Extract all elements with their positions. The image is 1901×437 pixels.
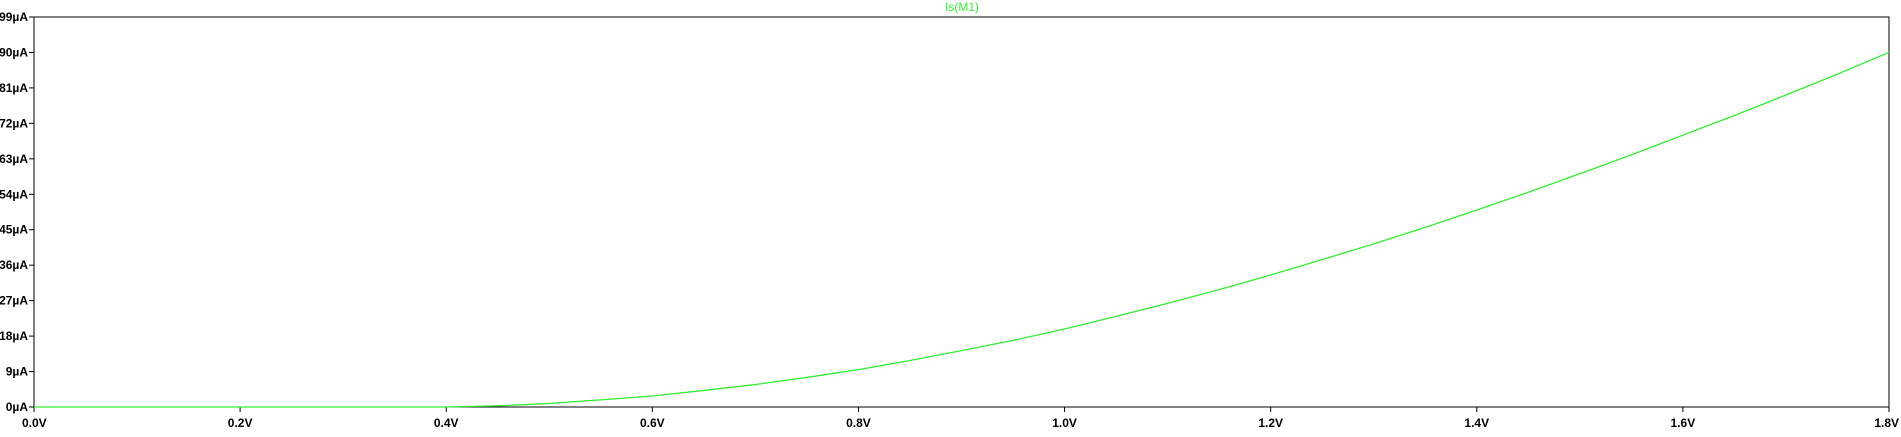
y-tick-label: 99µA [0, 10, 28, 24]
x-tick-label: 1.8V [1874, 416, 1899, 430]
y-tick-label: 36µA [0, 258, 28, 272]
y-tick-label: 0µA [6, 400, 29, 414]
y-tick-label: 27µA [0, 294, 28, 308]
x-tick-label: 1.4V [1464, 416, 1489, 430]
series-line-0 [34, 51, 1890, 408]
y-tick-label: 81µA [0, 81, 28, 95]
x-tick-label: 1.0V [1052, 416, 1077, 430]
y-tick-label: 18µA [0, 329, 28, 343]
x-tick-label: 0.8V [846, 416, 871, 430]
y-tick-label: 63µA [0, 152, 28, 166]
x-tick-label: 0.0V [22, 416, 47, 430]
y-tick-label: 90µA [0, 45, 28, 59]
chart-title: Is(M1) [945, 0, 979, 14]
x-tick-label: 0.4V [434, 416, 459, 430]
plot-frame [33, 16, 1890, 408]
y-tick-label: 45µA [0, 223, 28, 237]
y-tick-label: 9µA [6, 365, 29, 379]
y-axis: 0µA 9µA 18µA 27µA 36µA 45µA 54µA 63µA 72µA 81µA 90… [0, 10, 34, 414]
x-axis: 0.0V 0.2V 0.4V 0.6V 0.8V 1.0V 1.2V 1.4V 1.6V 1.8V [22, 407, 1899, 430]
x-tick-label: 0.2V [228, 416, 253, 430]
y-tick-label: 72µA [0, 116, 28, 130]
y-tick-label: 54µA [0, 187, 28, 201]
x-tick-label: 1.6V [1671, 416, 1696, 430]
x-tick-label: 0.6V [640, 416, 665, 430]
x-tick-label: 1.2V [1258, 416, 1283, 430]
series-layer [34, 51, 1890, 408]
